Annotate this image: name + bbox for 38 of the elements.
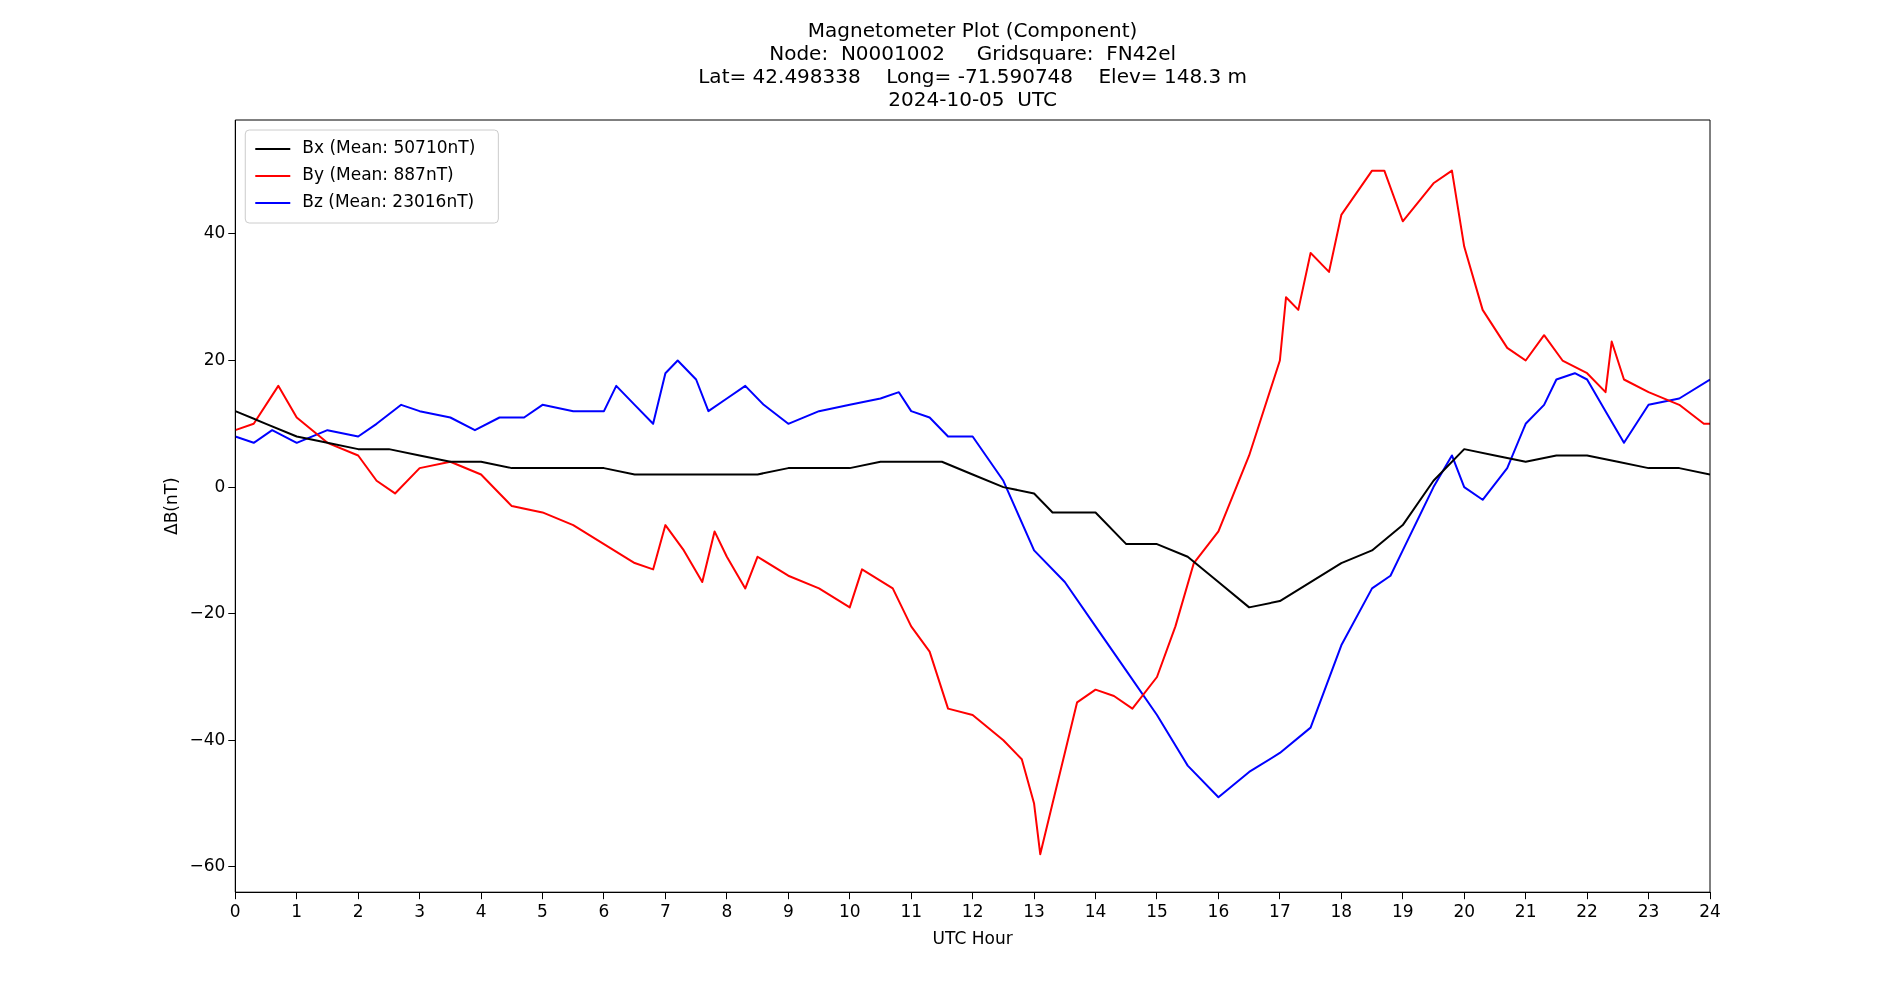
legend-label: Bx (Mean: 50710nT) [302,137,476,158]
x-tick-label: 11 [900,900,923,921]
x-tick-label: 19 [1391,900,1414,921]
x-tick-label: 20 [1453,900,1476,921]
x-tick-label: 23 [1637,900,1660,921]
x-tick-label: 10 [838,900,861,921]
x-tick-label: 2 [352,900,364,921]
chart-subtitle: Node: N0001002 Gridsquare: FN42el Lat= 42.498338 Long= -71.590748 Elev= 148.3 m 2024-10-05 UTC [698,41,1248,112]
x-tick-label: 1 [291,900,303,921]
x-tick-label: 4 [475,900,487,921]
x-tick-label: 7 [659,900,671,921]
legend-label: By (Mean: 887nT) [302,164,454,185]
y-tick-label: 40 [203,222,226,243]
x-tick-label: 6 [598,900,610,921]
y-tick-label: −40 [189,728,226,749]
y-tick-label: 20 [203,348,226,369]
x-tick-label: 9 [782,900,794,921]
x-tick-label: 17 [1269,900,1291,921]
x-tick-label: 22 [1576,900,1598,921]
y-tick-label: −20 [189,602,226,623]
x-tick-label: 18 [1330,900,1353,921]
x-axis-title: UTC Hour [932,928,1013,949]
y-tick-label: 0 [214,475,226,496]
x-tick-label: 16 [1207,900,1230,921]
x-tick-label: 5 [537,900,548,921]
x-tick-label: 0 [229,900,241,921]
x-tick-label: 8 [721,900,733,921]
x-tick-label: 21 [1514,900,1537,921]
x-tick-label: 3 [414,900,426,921]
legend-label: Bz (Mean: 23016nT) [302,191,475,212]
x-tick-label: 12 [961,900,984,921]
x-tick-label: 14 [1084,900,1107,921]
y-axis-title: ΔB(nT) [160,477,181,535]
chart-title: Magnetometer Plot (Component) [807,18,1138,43]
y-tick-label: −60 [189,855,226,876]
x-tick-label: 15 [1146,900,1168,921]
x-tick-label: 24 [1699,900,1721,921]
x-tick-label: 13 [1023,900,1045,921]
